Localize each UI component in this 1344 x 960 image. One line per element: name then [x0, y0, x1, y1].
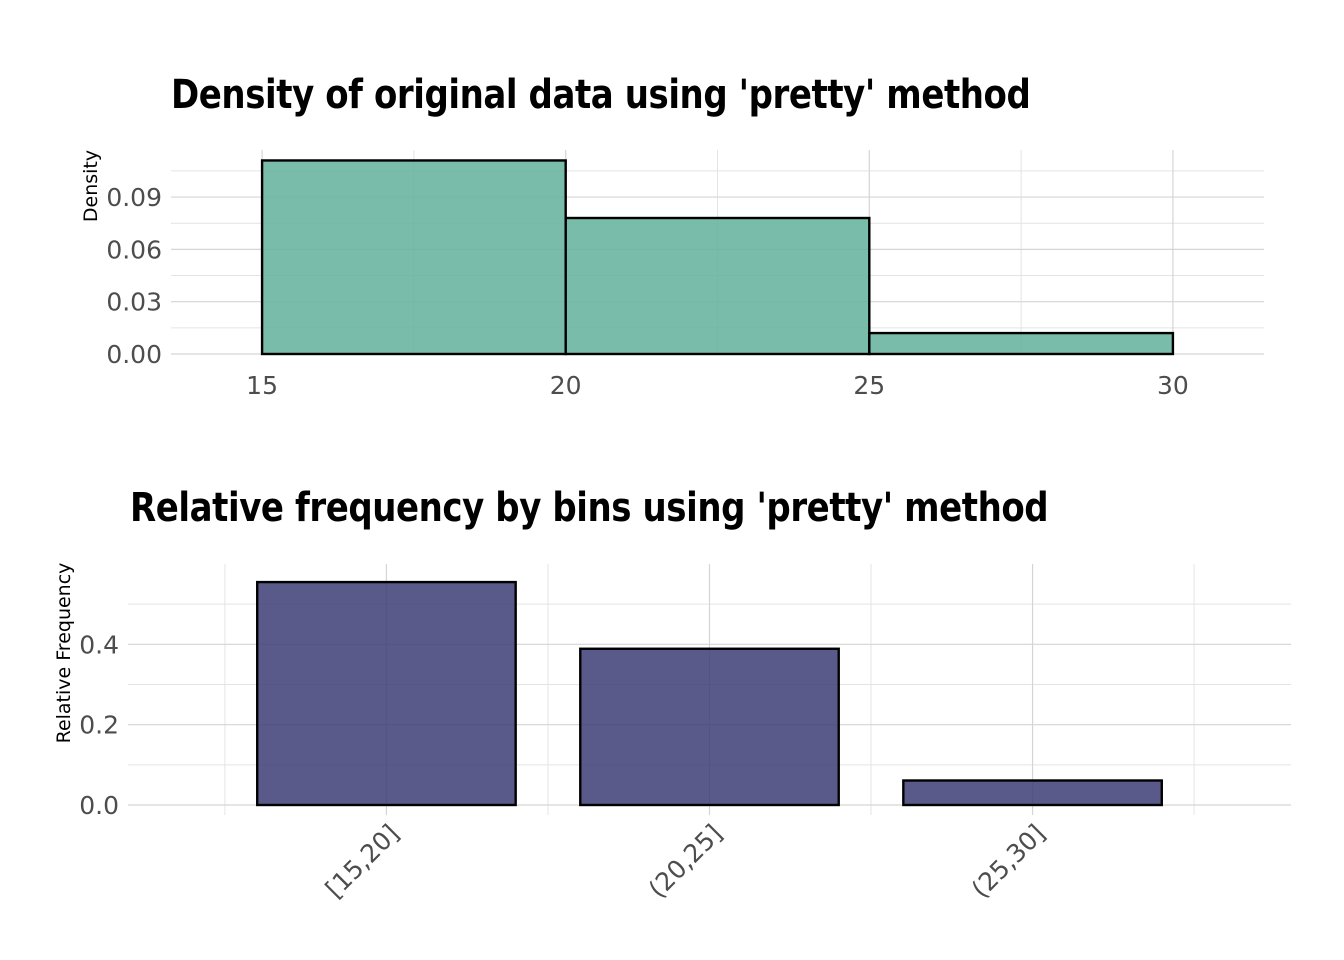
density-bar	[260, 159, 567, 356]
density-x-tick-label: 30	[1157, 371, 1189, 400]
chart-title-relative-frequency: Relative frequency by bins using 'pretty…	[130, 485, 1049, 531]
density-x-tick-label: 25	[853, 371, 885, 400]
relfreq-x-tick-label: (25,30]	[966, 819, 1051, 904]
density-y-tick-label: 0.09	[106, 183, 162, 212]
relfreq-bar	[902, 779, 1163, 807]
density-y-axis-title: Density	[80, 150, 102, 222]
relfreq-bars	[256, 580, 1163, 807]
relfreq-y-tick-label: 0.4	[79, 630, 119, 659]
chart-title-density: Density of original data using 'pretty' …	[171, 72, 1031, 118]
relfreq-x-tick-label: (20,25]	[643, 819, 728, 904]
density-y-tick-label: 0.03	[106, 288, 162, 317]
density-bars	[260, 159, 1175, 356]
density-axes: 0.00 0.03 0.06 0.09 15 20 25 30	[106, 183, 1188, 400]
density-x-tick-label: 20	[550, 371, 582, 400]
density-bar	[868, 331, 1175, 356]
density-bar	[564, 216, 871, 356]
relfreq-y-axis-title: Relative Frequency	[53, 563, 75, 744]
relfreq-bar	[579, 647, 840, 807]
relfreq-y-tick-label: 0.0	[79, 791, 119, 820]
density-y-tick-label: 0.00	[106, 340, 162, 369]
relfreq-y-tick-label: 0.2	[79, 711, 119, 740]
density-x-tick-label: 15	[246, 371, 278, 400]
density-y-tick-label: 0.06	[106, 235, 162, 264]
relfreq-x-tick-label: [15,20]	[320, 819, 405, 904]
relfreq-bar	[256, 580, 517, 807]
